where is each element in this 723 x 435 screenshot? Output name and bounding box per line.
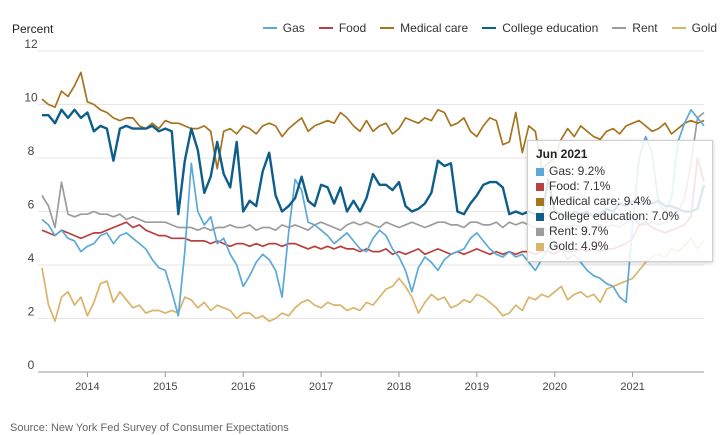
legend-label: Gas <box>282 21 305 35</box>
x-tick-label: 2014 <box>75 381 99 393</box>
tooltip-value: Food: 7.1% <box>549 179 611 193</box>
legend-item-food[interactable]: Food <box>318 21 367 35</box>
x-tick-label: 2019 <box>465 381 489 393</box>
tooltip-row: Gold: 4.9% <box>536 239 704 254</box>
tooltip-row: Medical care: 9.4% <box>536 194 704 209</box>
tooltip-swatch <box>536 227 544 236</box>
y-tick-label: 12 <box>24 37 38 51</box>
series-line-gas <box>41 108 705 317</box>
legend-label: Food <box>338 21 367 35</box>
tooltip-swatch <box>536 212 544 221</box>
y-tick-label: 4 <box>28 251 35 265</box>
legend-swatch <box>482 27 497 29</box>
legend-swatch <box>318 27 333 29</box>
tooltip-swatch <box>536 182 544 191</box>
x-tick-label: 2016 <box>231 381 255 393</box>
tooltip-value: College education: 7.0% <box>549 209 680 223</box>
tooltip-row: Rent: 9.7% <box>536 224 704 239</box>
tooltip-value: Rent: 9.7% <box>549 224 609 238</box>
y-axis-label: Percent <box>12 22 54 36</box>
y-tick-label: 6 <box>28 198 35 212</box>
y-tick-label: 10 <box>24 91 38 105</box>
legend-item-medical-care[interactable]: Medical care <box>380 21 468 35</box>
legend-swatch <box>380 27 395 29</box>
tooltip-value: Medical care: 9.4% <box>549 194 652 208</box>
series-line-medical-care <box>41 71 705 170</box>
tooltip-title: Jun 2021 <box>536 147 588 161</box>
source-note: Source: New York Fed Survey of Consumer … <box>10 422 289 434</box>
legend-label: Medical care <box>400 21 469 35</box>
y-tick-label: 2 <box>28 305 35 319</box>
legend-label: Gold <box>691 21 717 35</box>
x-tick-label: 2020 <box>542 381 566 393</box>
tooltip-value: Gas: 9.2% <box>549 164 606 178</box>
tooltip-swatch <box>536 167 544 176</box>
legend-label: College education <box>502 21 599 35</box>
legend-swatch <box>612 27 627 29</box>
series-line-gold <box>41 237 705 323</box>
x-tick-label: 2018 <box>387 381 411 393</box>
legend-label: Rent <box>632 21 658 35</box>
tooltip-value: Gold: 4.9% <box>549 239 609 253</box>
tooltip-swatch <box>536 242 544 251</box>
legend-swatch <box>262 27 277 29</box>
legend: Gas Food Medical care College education Rent… <box>262 21 717 35</box>
legend-item-gold[interactable]: Gold <box>671 21 717 35</box>
y-tick-label: 8 <box>28 144 35 158</box>
x-tick-label: 2017 <box>309 381 333 393</box>
x-tick-label: 2015 <box>153 381 177 393</box>
legend-item-rent[interactable]: Rent <box>612 21 658 35</box>
tooltip: Jun 2021 Gas: 9.2% Food: 7.1% Medical care… <box>527 140 713 262</box>
legend-item-college-education[interactable]: College education <box>482 21 598 35</box>
legend-item-gas[interactable]: Gas <box>262 21 305 35</box>
y-tick-label: 0 <box>28 358 35 372</box>
tooltip-row: College education: 7.0% <box>536 209 704 224</box>
legend-swatch <box>671 27 686 29</box>
tooltip-swatch <box>536 197 544 206</box>
x-tick-label: 2021 <box>620 381 644 393</box>
tooltip-row: Gas: 9.2% <box>536 164 704 179</box>
tooltip-row: Food: 7.1% <box>536 179 704 194</box>
